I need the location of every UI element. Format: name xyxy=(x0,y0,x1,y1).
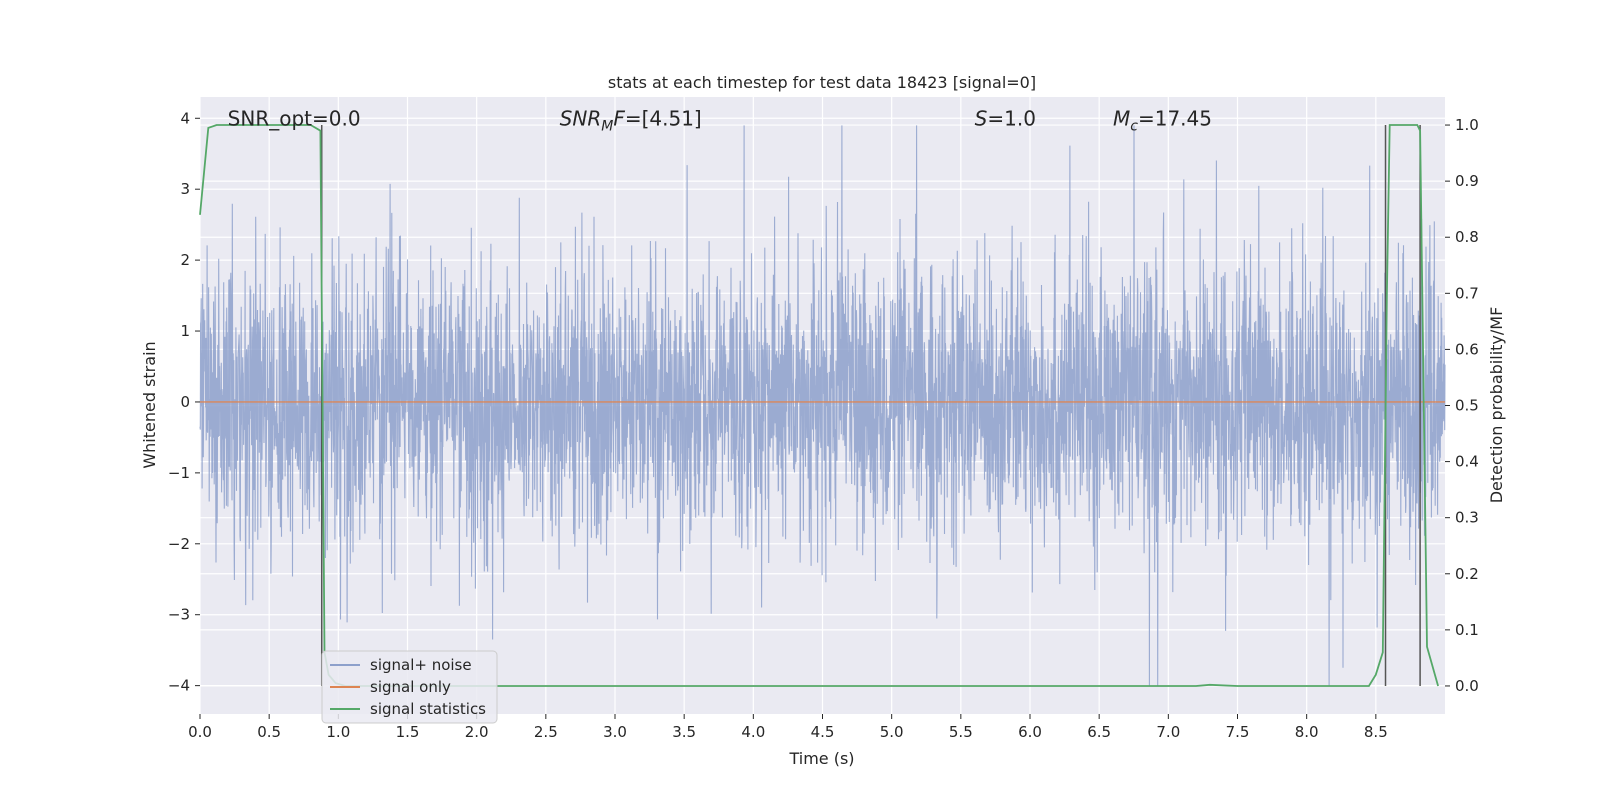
x-tick-label: 4.0 xyxy=(741,723,765,741)
y-left-tick-label: 3 xyxy=(180,180,190,198)
x-tick-label: 1.5 xyxy=(396,723,420,741)
x-tick-label: 2.0 xyxy=(465,723,489,741)
y-left-tick-label: 2 xyxy=(180,251,190,269)
x-tick-label: 0.0 xyxy=(188,723,212,741)
signal-statistics-line xyxy=(199,124,1439,687)
y-axis-left-label: Whitened strain xyxy=(140,341,159,468)
y-axis-left-ticks: 4 3 2 1 0 −1 −2 −3 −4 xyxy=(168,109,200,695)
y-right-tick-label: 0.8 xyxy=(1455,228,1479,246)
x-tick-label: 7.0 xyxy=(1156,723,1180,741)
legend: signal+ noise signal only signal statistic… xyxy=(321,650,498,724)
y-left-tick-label: 4 xyxy=(180,109,190,127)
x-tick-label: 8.0 xyxy=(1295,723,1319,741)
y-left-tick-label: −3 xyxy=(168,606,190,624)
y-right-tick-label: 0.1 xyxy=(1455,621,1479,639)
annotation-2: S=1.0 xyxy=(975,106,1036,130)
annotation-3: Mc=17.45 xyxy=(1113,106,1212,134)
series-signal-noise xyxy=(199,125,1446,686)
y-right-tick-label: 1.0 xyxy=(1455,116,1479,134)
legend-box xyxy=(321,650,498,724)
series-signal-statistics xyxy=(199,124,1439,687)
y-right-tick-label: 0.0 xyxy=(1455,677,1479,695)
y-right-tick-label: 0.4 xyxy=(1455,453,1479,471)
legend-label: signal+ noise xyxy=(370,656,472,674)
annotation-1: SNRMF=[4.51] xyxy=(560,106,702,134)
legend-label: signal only xyxy=(370,678,451,696)
x-tick-label: 4.5 xyxy=(811,723,835,741)
x-tick-label: 0.5 xyxy=(257,723,281,741)
y-right-tick-label: 0.6 xyxy=(1455,340,1479,358)
y-right-tick-label: 0.7 xyxy=(1455,284,1479,302)
y-left-tick-label: −1 xyxy=(168,464,190,482)
y-axis-right-ticks: 1.0 0.9 0.8 0.7 0.6 0.5 0.4 0.3 0.2 0.1 0.0 xyxy=(1445,116,1479,695)
annotations: SNR_opt=0.0 SNRMF=[4.51] S=1.0 Mc=17.45 xyxy=(228,106,1212,134)
x-tick-label: 8.5 xyxy=(1364,723,1388,741)
y-left-tick-label: 0 xyxy=(180,393,190,411)
legend-label: signal statistics xyxy=(370,700,486,718)
x-tick-label: 2.5 xyxy=(534,723,558,741)
x-axis-label: Time (s) xyxy=(788,749,854,768)
x-tick-label: 1.0 xyxy=(326,723,350,741)
noise-trace xyxy=(199,125,1446,686)
annotation-0: SNR_opt=0.0 xyxy=(228,106,361,130)
x-tick-label: 3.5 xyxy=(672,723,696,741)
x-tick-label: 5.0 xyxy=(880,723,904,741)
chart-title: stats at each timestep for test data 184… xyxy=(608,73,1036,92)
x-tick-label: 3.0 xyxy=(603,723,627,741)
x-axis-ticks: 0.0 0.5 1.0 1.5 2.0 2.5 3.0 3.5 4.0 4.5 5.0 5.5 6.0 6… xyxy=(188,714,1388,741)
y-left-tick-label: −2 xyxy=(168,535,190,553)
y-left-tick-label: 1 xyxy=(180,322,190,340)
y-right-tick-label: 0.5 xyxy=(1455,397,1479,415)
x-tick-label: 6.5 xyxy=(1087,723,1111,741)
x-tick-label: 6.0 xyxy=(1018,723,1042,741)
y-right-tick-label: 0.9 xyxy=(1455,172,1479,190)
y-left-tick-label: −4 xyxy=(168,677,190,695)
y-right-tick-label: 0.3 xyxy=(1455,509,1479,527)
y-right-tick-label: 0.2 xyxy=(1455,565,1479,583)
y-axis-right-label: Detection probability/MF xyxy=(1487,307,1506,504)
x-tick-label: 5.5 xyxy=(949,723,973,741)
x-tick-label: 7.5 xyxy=(1226,723,1250,741)
